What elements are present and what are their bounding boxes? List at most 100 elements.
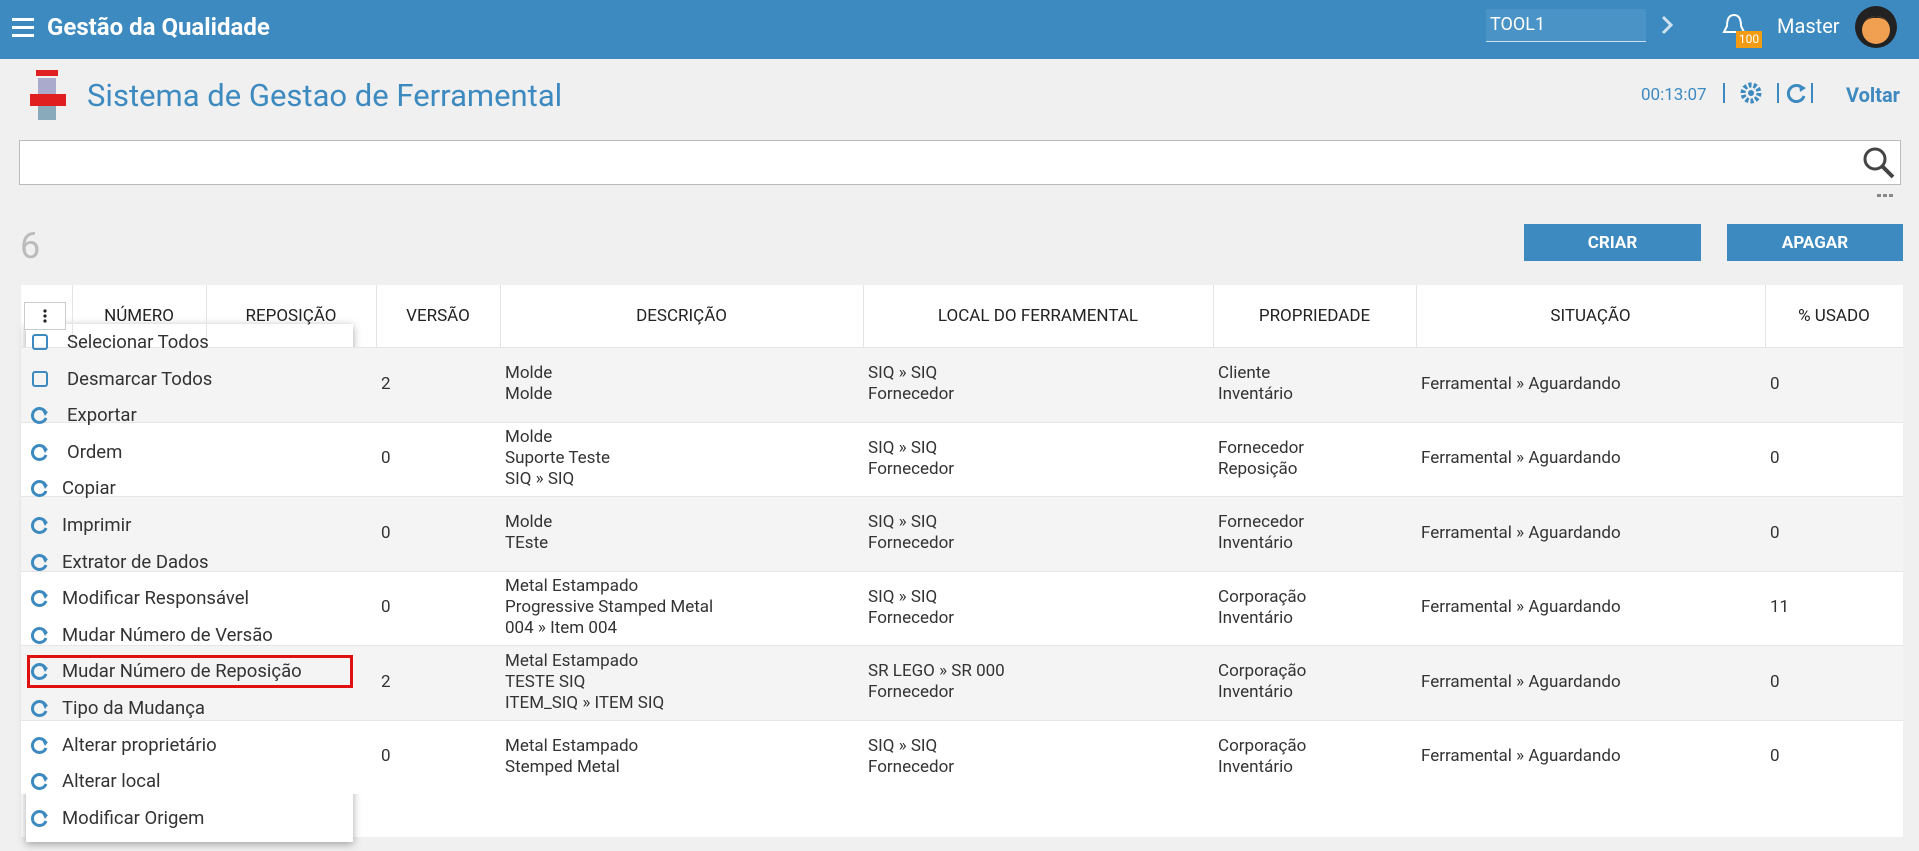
menu-item[interactable]: Desmarcar Todos	[67, 367, 213, 390]
column-separator	[1213, 285, 1214, 347]
table-cell: Ferramental » Aguardando	[1421, 373, 1621, 394]
menu-icon	[30, 480, 48, 498]
table-cell: Fornecedor	[1218, 512, 1305, 533]
menu-icon	[30, 809, 48, 827]
column-header[interactable]: LOCAL DO FERRAMENTAL	[937, 306, 1139, 326]
search-box[interactable]	[19, 140, 1901, 185]
search-icon[interactable]	[1862, 146, 1896, 180]
toolbar-icons[interactable]	[1722, 80, 1812, 106]
user-avatar[interactable]	[1854, 5, 1898, 49]
table-cell: Corporação	[1218, 586, 1307, 607]
menu-item[interactable]: Exportar	[67, 404, 137, 427]
menu-icon	[30, 517, 48, 534]
timer: 00:13:07	[1641, 85, 1707, 105]
table-row[interactable]	[21, 347, 1903, 422]
menu-icon	[30, 553, 48, 571]
menu-icon[interactable]	[12, 18, 36, 40]
column-header[interactable]: REPOSIÇÃO	[245, 306, 337, 326]
menu-item[interactable]: Alterar local	[62, 770, 161, 793]
back-link[interactable]: Voltar	[1846, 83, 1900, 107]
table-cell: ITEM_SIQ » ITEM SIQ	[505, 692, 665, 713]
bell-icon[interactable]	[1722, 12, 1746, 40]
table-cell: Fornecedor	[1218, 437, 1305, 458]
column-separator	[1416, 285, 1417, 347]
menu-item[interactable]: Mudar Número de Versão	[62, 623, 273, 646]
menu-icon	[30, 663, 48, 681]
table-cell: Corporação	[1218, 661, 1307, 682]
table-cell: Inventário	[1218, 682, 1293, 703]
column-header[interactable]: DESCRIÇÃO	[636, 306, 727, 326]
table-cell: Ferramental » Aguardando	[1421, 448, 1621, 469]
table-cell: Inventário	[1218, 533, 1293, 554]
menu-item[interactable]: Modificar Responsável	[62, 587, 250, 610]
create-button[interactable]: CRIAR	[1524, 224, 1701, 261]
table-cell: 0	[381, 746, 391, 767]
table-cell: Fornecedor	[868, 533, 955, 554]
column-separator	[376, 285, 377, 347]
column-header[interactable]: % USADO	[1798, 306, 1870, 326]
table-cell: Ferramental » Aguardando	[1421, 597, 1621, 618]
table-cell: 004 » Item 004	[505, 618, 618, 639]
menu-item[interactable]: Copiar	[62, 477, 116, 500]
menu-item[interactable]: Selecionar Todos	[67, 331, 209, 353]
menu-item[interactable]: Imprimir	[62, 514, 132, 536]
table-cell: Metal Estampado	[505, 576, 639, 597]
user-name[interactable]: Master	[1777, 14, 1840, 38]
menu-item[interactable]: Tipo da Mudança	[62, 697, 205, 719]
table-cell: Ferramental » Aguardando	[1421, 746, 1621, 767]
table-cell: Metal Estampado	[505, 650, 639, 671]
menu-item[interactable]: Ordem	[67, 440, 123, 463]
table-cell: Suporte Teste	[505, 448, 611, 469]
table-cell: SR LEGO » SR 000	[868, 661, 1005, 682]
table-row[interactable]	[21, 570, 1903, 645]
table-row[interactable]	[21, 421, 1903, 496]
menu-icon	[32, 370, 48, 387]
table-cell: TESTE SIQ	[505, 671, 586, 692]
more-dots[interactable]	[1877, 193, 1897, 199]
table-cell: Inventário	[1218, 607, 1293, 628]
table-cell: Cliente	[1218, 363, 1271, 384]
table-cell: SIQ » SIQ	[505, 469, 575, 490]
table-cell: Fornecedor	[868, 607, 955, 628]
table-cell: SIQ » SIQ	[868, 363, 938, 384]
menu-icon	[30, 773, 48, 791]
column-header[interactable]: NÚMERO	[104, 306, 174, 326]
menu-highlight	[27, 655, 353, 689]
table-cell: 0	[381, 597, 391, 618]
delete-button[interactable]: APAGAR	[1727, 224, 1903, 261]
app-logo	[30, 70, 66, 120]
notification-badge: 100	[1736, 31, 1762, 48]
menu-item[interactable]: Modificar Origem	[62, 806, 205, 829]
table-cell: 0	[1770, 746, 1780, 767]
menu-item[interactable]: Extrator de Dados	[62, 550, 209, 573]
column-header[interactable]: SITUAÇÃO	[1550, 306, 1631, 326]
table-row[interactable]	[21, 496, 1903, 571]
column-separator	[1765, 285, 1766, 347]
column-separator	[72, 285, 73, 347]
table-cell: SIQ » SIQ	[868, 512, 938, 533]
table-cell: Molde	[505, 427, 553, 448]
column-header[interactable]: VERSÃO	[406, 306, 470, 326]
menu-icon	[30, 700, 48, 717]
menu-toggle[interactable]	[24, 302, 66, 330]
table-cell: Molde	[505, 384, 553, 405]
column-header[interactable]: PROPRIEDADE	[1258, 306, 1371, 326]
table-cell: SIQ » SIQ	[868, 586, 938, 607]
menu-item[interactable]: Mudar Número de Reposição	[62, 660, 302, 683]
record-count: 6	[20, 225, 41, 267]
table-cell: Inventário	[1218, 756, 1293, 777]
column-separator	[863, 285, 864, 347]
table-cell: Ferramental » Aguardando	[1421, 671, 1621, 692]
menu-icon	[30, 736, 48, 754]
app-title: Gestão da Qualidade	[47, 13, 270, 41]
menu-item[interactable]: Alterar proprietário	[62, 733, 217, 756]
table-cell: Molde	[505, 512, 553, 533]
column-separator	[206, 285, 207, 347]
table-cell: 0	[1770, 522, 1780, 543]
table-cell: 0	[1770, 448, 1780, 469]
table-row[interactable]	[21, 719, 1903, 794]
table-cell: Fornecedor	[868, 756, 955, 777]
next-arrow[interactable]	[1660, 15, 1674, 35]
tool-field[interactable]: TOOL1	[1486, 9, 1646, 42]
